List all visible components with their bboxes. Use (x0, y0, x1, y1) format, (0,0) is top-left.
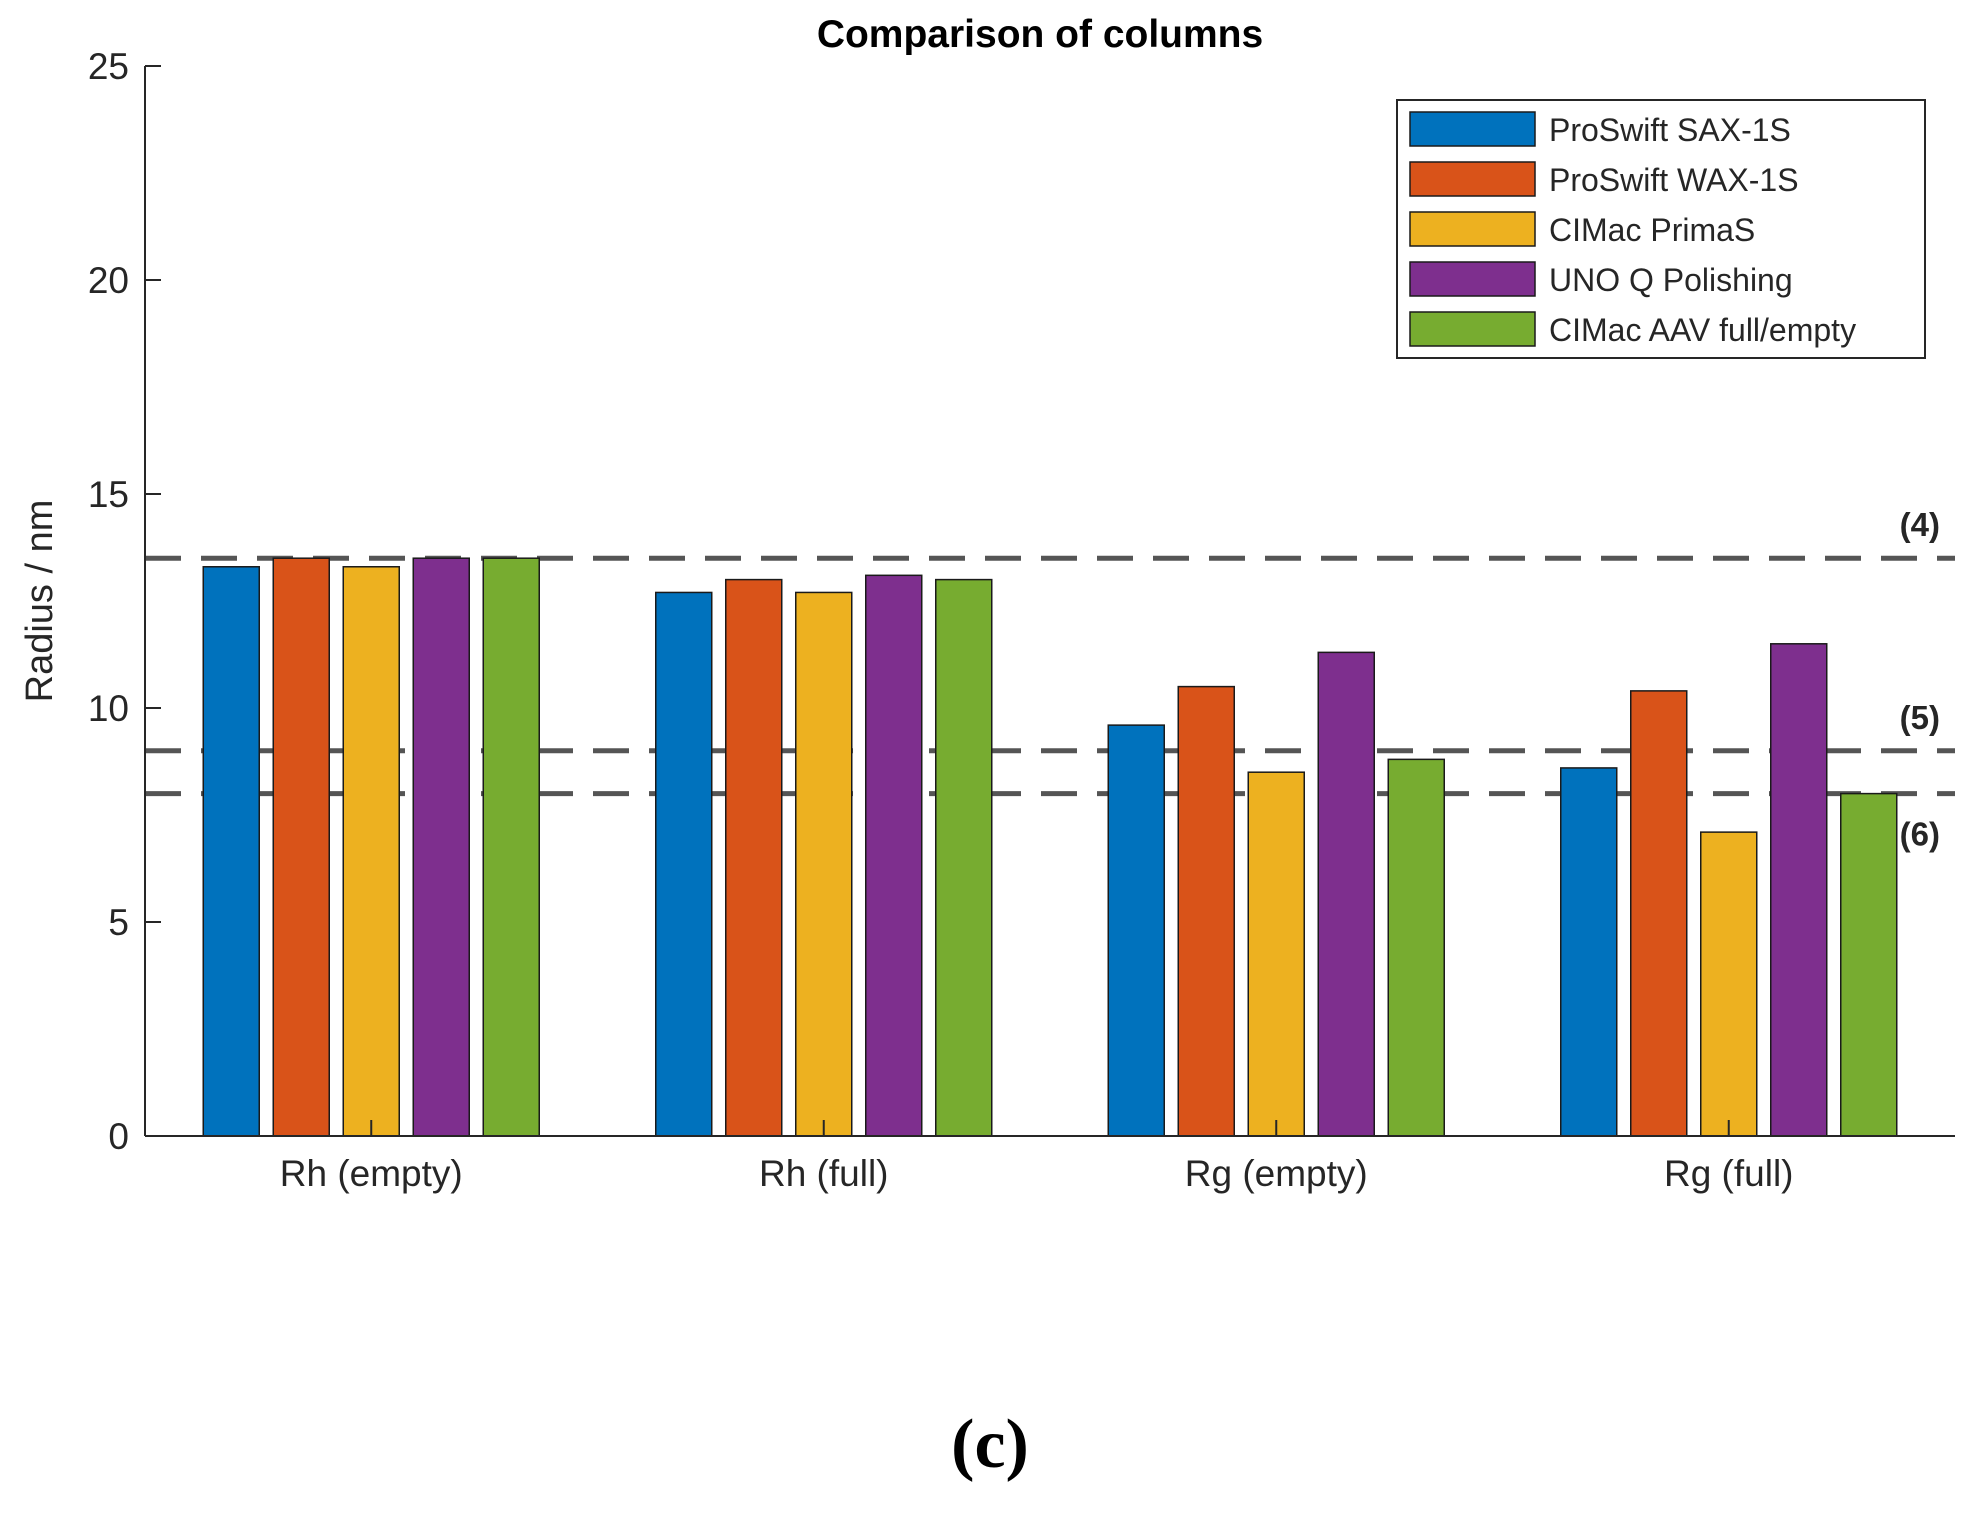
bar (342, 566, 400, 1137)
x-tick-label: Rg (empty) (1185, 1153, 1368, 1194)
legend-entry: CIMac PrimaS (1549, 212, 1755, 248)
legend-entry: CIMac AAV full/empty (1549, 312, 1856, 348)
bar (725, 578, 783, 1137)
bar (272, 557, 330, 1137)
reference-line-label: (5) (1900, 699, 1940, 736)
panel-label: (c) (951, 1406, 1029, 1483)
bar (1840, 792, 1898, 1137)
bar (1630, 690, 1688, 1137)
legend: ProSwift SAX-1S ProSwift WAX-1S CIMac Prim… (1396, 99, 1926, 359)
chart-title: Comparison of columns (817, 13, 1263, 56)
legend-swatch (1409, 261, 1536, 297)
y-axis-label: Radius / nm (19, 500, 61, 703)
legend-entry: ProSwift SAX-1S (1549, 112, 1791, 148)
bar (1317, 651, 1375, 1137)
legend-swatch (1409, 161, 1536, 197)
x-tick-label: Rh (empty) (280, 1153, 463, 1194)
y-tick-label: 10 (88, 688, 129, 729)
bar (1247, 771, 1305, 1137)
reference-labels: (4) (5) (6) (1900, 506, 1940, 852)
legend-entry: ProSwift WAX-1S (1549, 162, 1799, 198)
legend-swatch (1409, 211, 1536, 247)
y-tick-label: 0 (108, 1116, 129, 1157)
legend-swatch (1409, 311, 1536, 347)
bar (1177, 685, 1235, 1137)
bar (1770, 643, 1828, 1137)
bar (1107, 724, 1165, 1137)
y-tick-label: 15 (88, 474, 129, 515)
bar (412, 557, 470, 1137)
x-tick-label: Rg (full) (1664, 1153, 1794, 1194)
bar (1560, 767, 1618, 1137)
bar (202, 566, 260, 1137)
bar (865, 574, 923, 1137)
y-tick-label: 25 (88, 46, 129, 87)
bars (202, 557, 1898, 1137)
reference-line-label: (6) (1900, 816, 1940, 853)
y-tick-label: 20 (88, 260, 129, 301)
x-tick-label: Rh (full) (759, 1153, 889, 1194)
axes: 0 5 10 15 20 25 Rh (empty) Rh (full) Rg (empty) R… (19, 46, 1955, 1194)
bar (1700, 831, 1758, 1137)
reference-line-label: (4) (1900, 506, 1940, 543)
bar (482, 557, 540, 1137)
bar (1387, 758, 1445, 1137)
legend-entry: UNO Q Polishing (1549, 262, 1793, 298)
bar (935, 578, 993, 1137)
legend-swatch (1409, 111, 1536, 147)
bar (655, 591, 713, 1137)
bar (795, 591, 853, 1137)
y-tick-label: 5 (108, 902, 129, 943)
